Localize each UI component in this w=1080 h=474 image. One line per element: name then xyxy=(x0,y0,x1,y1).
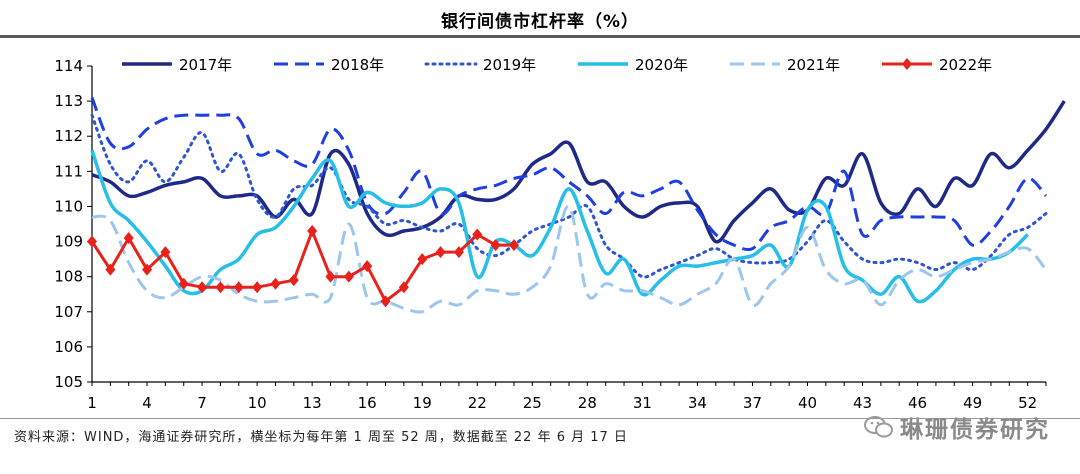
data-point-marker xyxy=(472,228,483,241)
legend-label: 2019年 xyxy=(483,56,536,74)
series-line xyxy=(91,100,1066,244)
legend-item-3: 2019年 xyxy=(424,56,536,74)
x-tick-label: 1 xyxy=(87,394,97,412)
wechat-icon xyxy=(864,416,893,438)
legend-item-4: 2020年 xyxy=(578,56,688,74)
legend-label: 2017年 xyxy=(179,56,232,74)
x-tick-label: 4 xyxy=(142,394,152,412)
series-line xyxy=(90,149,1029,304)
data-point-marker xyxy=(325,270,336,283)
y-tick-label: 108 xyxy=(54,268,83,286)
y-tick-label: 110 xyxy=(54,197,83,215)
y-tick-label: 105 xyxy=(54,373,83,391)
series-layer xyxy=(87,97,1066,314)
x-tick-label: 10 xyxy=(248,394,267,412)
y-tick-label: 111 xyxy=(54,162,83,180)
data-point-marker xyxy=(123,232,134,245)
legend-item-2: 2018年 xyxy=(274,56,384,74)
data-point-marker xyxy=(398,281,409,294)
series-5 xyxy=(91,204,1048,314)
data-point-marker xyxy=(178,277,189,290)
legend-item-6: 2022年 xyxy=(882,56,992,74)
series-4 xyxy=(90,149,1029,304)
data-point-marker xyxy=(160,246,171,259)
data-point-marker xyxy=(288,274,299,287)
data-point-marker xyxy=(417,253,428,266)
x-tick-label: 37 xyxy=(743,394,762,412)
axes: 105 106 107 108 109 110 111 112 113 114 1 4 7 10 13 16 1… xyxy=(54,57,1047,412)
y-tick-label: 107 xyxy=(54,303,83,321)
chart-title: 银行间债市杠杆率（%） xyxy=(440,12,640,32)
data-point-marker xyxy=(343,270,354,283)
legend-label: 2022年 xyxy=(939,56,992,74)
data-point-marker xyxy=(87,235,97,248)
series-3 xyxy=(90,113,1048,279)
x-tick-label: 52 xyxy=(1018,394,1037,412)
x-tick-label: 25 xyxy=(523,394,542,412)
x-tick-label: 34 xyxy=(688,394,707,412)
data-point-marker xyxy=(307,225,318,238)
legend: 2017年 2018年 2019年 2020年 2021年 2022年 xyxy=(122,56,992,74)
watermark-text: 琳珊债券研究 xyxy=(900,417,1050,443)
data-point-marker xyxy=(362,260,373,273)
series-2 xyxy=(90,97,1048,252)
y-tick-label: 112 xyxy=(54,127,83,145)
legend-label: 2018年 xyxy=(331,56,384,74)
line-chart: 105 106 107 108 109 110 111 112 113 114 1 4 7 10 13 16 1… xyxy=(54,56,1066,412)
series-line xyxy=(91,204,1048,314)
data-point-marker xyxy=(105,263,116,276)
data-point-marker xyxy=(380,295,391,308)
data-point-marker xyxy=(435,246,446,259)
y-tick-label: 114 xyxy=(54,57,83,75)
series-line xyxy=(90,229,514,303)
series-1 xyxy=(91,100,1066,244)
data-point-marker xyxy=(197,281,208,294)
x-tick-label: 46 xyxy=(908,394,927,412)
data-point-marker xyxy=(490,239,501,252)
source-note: 资料来源：WIND，海通证券研究所，横坐标为每年第 1 周至 52 周，数据截至… xyxy=(14,430,628,445)
series-6 xyxy=(87,225,519,308)
series-line xyxy=(90,113,1048,279)
x-tick-label: 22 xyxy=(468,394,487,412)
legend-label: 2021年 xyxy=(787,56,840,74)
x-tick-label: 43 xyxy=(853,394,872,412)
y-tick-label: 113 xyxy=(54,92,83,110)
legend-item-1: 2017年 xyxy=(122,56,232,74)
data-point-marker xyxy=(270,277,281,290)
x-tick-label: 7 xyxy=(197,394,207,412)
footer-divider xyxy=(0,418,1080,419)
watermark: 琳珊债券研究 xyxy=(864,410,1050,444)
title-bar: 银行间债市杠杆率（%） xyxy=(0,0,1080,38)
data-point-marker xyxy=(508,239,519,252)
data-point-marker xyxy=(453,246,464,259)
x-tick-label: 31 xyxy=(633,394,652,412)
series-line xyxy=(90,97,1048,252)
y-tick-label: 109 xyxy=(54,233,83,251)
x-tick-label: 16 xyxy=(358,394,377,412)
x-tick-label: 40 xyxy=(798,394,817,412)
data-point-marker xyxy=(215,281,226,294)
data-point-marker xyxy=(233,281,244,294)
y-tick-label: 106 xyxy=(54,338,83,356)
x-tick-label: 19 xyxy=(413,394,432,412)
legend-marker xyxy=(902,58,912,70)
x-tick-label: 28 xyxy=(578,394,597,412)
data-point-marker xyxy=(142,263,153,276)
x-tick-label: 13 xyxy=(303,394,322,412)
x-tick-label: 49 xyxy=(963,394,982,412)
legend-item-5: 2021年 xyxy=(730,56,840,74)
legend-label: 2020年 xyxy=(635,56,688,74)
data-point-marker xyxy=(252,281,263,294)
